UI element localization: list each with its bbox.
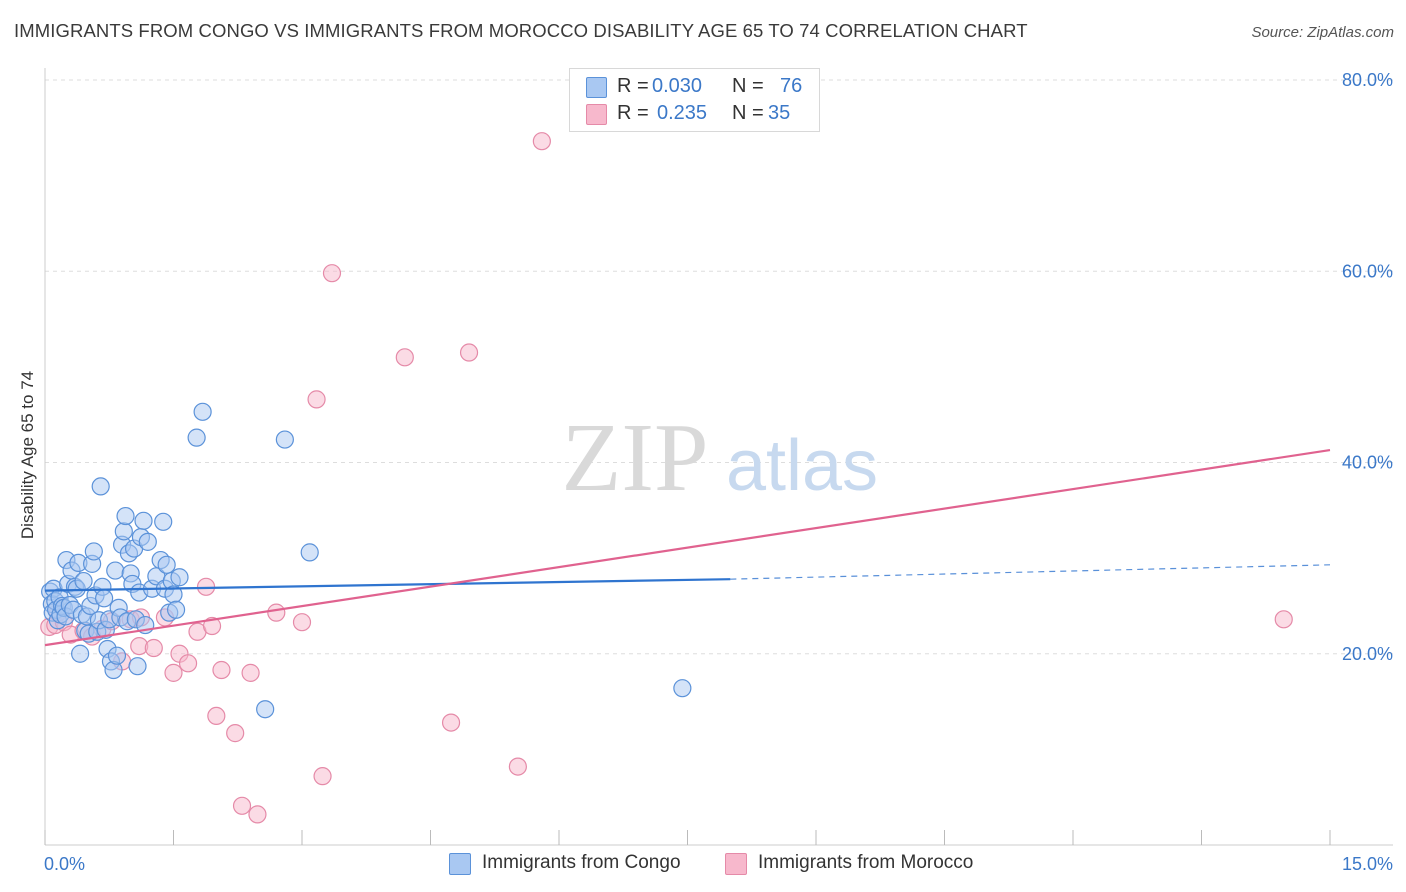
congo-point <box>673 679 692 698</box>
r-label: R = <box>617 75 649 97</box>
congo-point <box>138 532 157 551</box>
morocco-point <box>441 713 461 732</box>
congo-legend-label: Immigrants from Congo <box>482 852 681 873</box>
morocco-point <box>459 343 479 362</box>
morocco-point <box>241 663 260 682</box>
trend-lines <box>44 448 1331 647</box>
morocco-point <box>313 767 332 786</box>
congo-point <box>91 477 110 496</box>
x-tick-label: 0.0% <box>44 854 85 874</box>
congo-n-value: 76 <box>780 75 803 97</box>
y-axis-label: Disability Age 65 to 74 <box>18 371 37 539</box>
watermark-zip: ZIP <box>562 404 709 512</box>
congo-trend-extension <box>730 564 1331 580</box>
morocco-point <box>395 348 414 367</box>
congo-point <box>107 646 127 665</box>
morocco-point <box>248 805 267 824</box>
congo-point <box>128 657 147 676</box>
congo-point <box>275 430 294 449</box>
morocco-point <box>202 616 222 636</box>
morocco-point <box>178 654 198 673</box>
y-tick-label: 40.0% <box>1342 453 1393 473</box>
congo-point <box>71 644 90 663</box>
n-label: N = <box>732 102 764 124</box>
congo-point <box>84 542 103 561</box>
morocco-point <box>164 663 183 682</box>
morocco-trend-line <box>44 448 1331 647</box>
congo-point <box>74 571 93 591</box>
tick-labels: 20.0% 40.0% 60.0% 80.0% 0.0% 15.0% <box>44 70 1393 874</box>
series-congo-points <box>41 402 692 719</box>
morocco-point <box>508 757 527 776</box>
morocco-point <box>1274 610 1293 629</box>
watermark-atlas: atlas <box>726 426 878 506</box>
congo-point <box>114 522 133 541</box>
morocco-swatch <box>586 104 607 125</box>
r-label: R = <box>617 102 649 124</box>
legend-stats: R = 0.030 N = 76 R = 0.235 N = 35 <box>569 68 820 132</box>
morocco-point <box>212 660 231 680</box>
congo-point <box>170 568 189 587</box>
morocco-point <box>307 390 326 409</box>
morocco-point <box>207 706 226 726</box>
morocco-point <box>292 613 312 632</box>
morocco-point <box>532 132 551 151</box>
congo-point <box>157 555 176 574</box>
congo-point <box>187 428 206 447</box>
morocco-point <box>232 796 252 815</box>
source-label: Source: ZipAtlas.com <box>1251 24 1394 41</box>
morocco-n-value: 35 <box>768 102 791 124</box>
y-tick-label: 80.0% <box>1342 70 1393 90</box>
congo-point <box>106 561 125 580</box>
morocco-legend-label: Immigrants from Morocco <box>758 852 974 873</box>
congo-swatch <box>586 77 607 98</box>
congo-r-value: 0.030 <box>652 75 703 97</box>
congo-legend-swatch <box>449 853 471 875</box>
x-tick-label: 15.0% <box>1342 854 1393 874</box>
congo-point <box>193 402 212 421</box>
morocco-point <box>144 638 163 658</box>
axes <box>44 68 1393 846</box>
congo-trend-line <box>44 578 731 592</box>
morocco-point <box>322 264 342 283</box>
chart-title: IMMIGRANTS FROM CONGO VS IMMIGRANTS FROM… <box>14 20 1028 41</box>
congo-point <box>256 700 275 719</box>
morocco-point <box>267 603 286 622</box>
congo-point <box>300 543 319 562</box>
y-tick-label: 20.0% <box>1342 644 1393 664</box>
morocco-r-value: 0.235 <box>657 102 708 124</box>
congo-point <box>134 511 153 530</box>
morocco-legend-swatch <box>725 853 747 875</box>
congo-point <box>95 589 114 608</box>
y-tick-label: 60.0% <box>1342 261 1393 281</box>
gridlines <box>45 79 1393 655</box>
congo-point <box>116 506 135 526</box>
congo-point <box>166 600 186 619</box>
congo-point <box>154 512 173 531</box>
morocco-point <box>226 724 245 743</box>
n-label: N = <box>732 75 764 97</box>
